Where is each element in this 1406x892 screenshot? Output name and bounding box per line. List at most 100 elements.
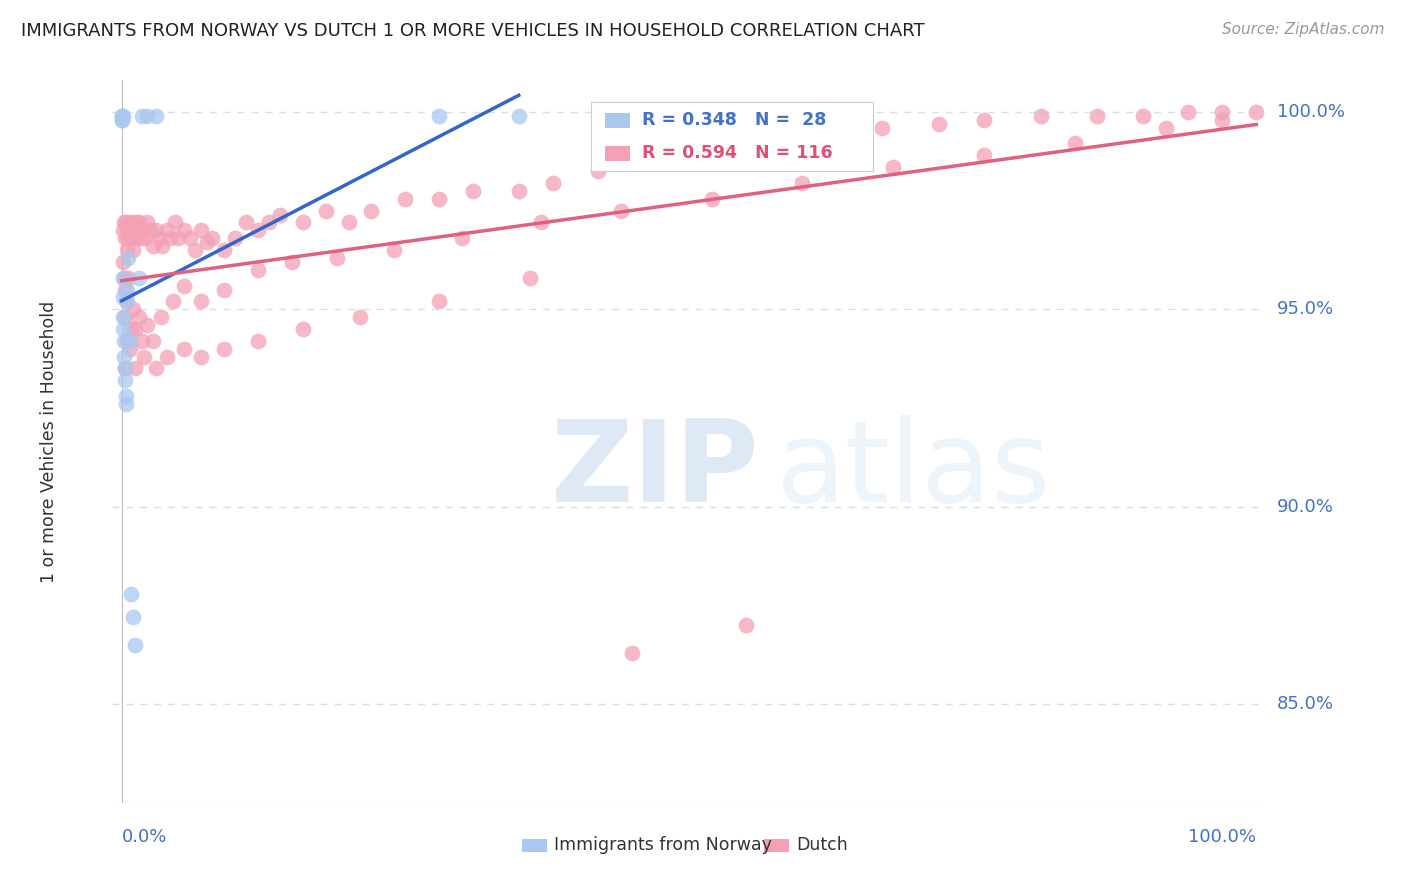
Point bbox=[190, 350, 212, 364]
Point bbox=[120, 215, 142, 229]
Point bbox=[112, 270, 135, 285]
Point bbox=[173, 278, 195, 293]
Point bbox=[111, 223, 134, 237]
Point bbox=[122, 243, 145, 257]
Point bbox=[120, 586, 142, 600]
Text: Dutch: Dutch bbox=[796, 837, 848, 855]
Point bbox=[111, 109, 134, 123]
Point bbox=[292, 322, 315, 336]
Point bbox=[111, 310, 134, 325]
Point bbox=[246, 334, 269, 348]
Point bbox=[124, 322, 146, 336]
Point bbox=[115, 243, 138, 257]
Point bbox=[114, 361, 136, 376]
Point bbox=[610, 203, 633, 218]
FancyBboxPatch shape bbox=[605, 146, 630, 161]
Point bbox=[111, 109, 134, 123]
Point bbox=[114, 310, 136, 325]
Point bbox=[451, 231, 474, 245]
Text: 0.0%: 0.0% bbox=[121, 828, 167, 846]
Point bbox=[111, 112, 134, 127]
Point bbox=[114, 361, 136, 376]
Text: ZIP: ZIP bbox=[551, 415, 759, 526]
Point bbox=[128, 215, 150, 229]
Point bbox=[633, 156, 655, 170]
Text: 85.0%: 85.0% bbox=[1277, 695, 1333, 713]
Point bbox=[530, 215, 553, 229]
Point bbox=[112, 322, 135, 336]
Point bbox=[162, 294, 184, 309]
Point bbox=[870, 120, 893, 135]
Text: IMMIGRANTS FROM NORWAY VS DUTCH 1 OR MORE VEHICLES IN HOUSEHOLD CORRELATION CHAR: IMMIGRANTS FROM NORWAY VS DUTCH 1 OR MOR… bbox=[21, 22, 925, 40]
Point bbox=[117, 270, 139, 285]
Point bbox=[928, 117, 950, 131]
FancyBboxPatch shape bbox=[522, 838, 547, 852]
Point bbox=[115, 215, 138, 229]
FancyBboxPatch shape bbox=[605, 113, 630, 128]
Point bbox=[124, 215, 146, 229]
Point bbox=[235, 215, 257, 229]
Point bbox=[1246, 104, 1268, 119]
Text: 1 or more Vehicles in Household: 1 or more Vehicles in Household bbox=[39, 301, 58, 582]
Point bbox=[131, 109, 153, 123]
Text: R = 0.594   N = 116: R = 0.594 N = 116 bbox=[641, 145, 832, 162]
Point bbox=[212, 243, 235, 257]
Point bbox=[114, 283, 136, 297]
Point bbox=[1063, 136, 1085, 151]
Point bbox=[190, 223, 212, 237]
Point bbox=[814, 128, 837, 143]
Point bbox=[134, 350, 156, 364]
Text: R = 0.348   N =  28: R = 0.348 N = 28 bbox=[641, 112, 827, 129]
Point bbox=[973, 112, 995, 127]
Text: atlas: atlas bbox=[776, 415, 1050, 526]
Point bbox=[349, 310, 371, 325]
Point bbox=[723, 140, 745, 154]
Point bbox=[122, 610, 145, 624]
Point bbox=[122, 302, 145, 317]
Point bbox=[427, 109, 450, 123]
Point bbox=[173, 342, 195, 356]
Point bbox=[118, 334, 141, 348]
Point bbox=[621, 646, 644, 660]
Point bbox=[112, 215, 135, 229]
Text: 100.0%: 100.0% bbox=[1277, 103, 1344, 120]
Point bbox=[190, 294, 212, 309]
Point bbox=[1087, 109, 1109, 123]
Point bbox=[427, 294, 450, 309]
Point bbox=[124, 361, 146, 376]
Point bbox=[1154, 120, 1177, 135]
Point bbox=[769, 136, 792, 151]
Point bbox=[150, 310, 173, 325]
Point bbox=[257, 215, 280, 229]
Point bbox=[135, 109, 157, 123]
Point bbox=[167, 231, 190, 245]
Point bbox=[117, 231, 139, 245]
Point bbox=[224, 231, 246, 245]
Text: 100.0%: 100.0% bbox=[1188, 828, 1257, 846]
Point bbox=[117, 251, 139, 265]
Point bbox=[519, 270, 541, 285]
Text: Immigrants from Norway: Immigrants from Norway bbox=[554, 837, 772, 855]
Point bbox=[131, 223, 153, 237]
Point bbox=[112, 334, 135, 348]
Point bbox=[1029, 109, 1052, 123]
Point bbox=[326, 251, 349, 265]
Point bbox=[973, 148, 995, 162]
Point bbox=[159, 231, 181, 245]
Point bbox=[135, 318, 157, 332]
Point bbox=[112, 350, 135, 364]
Point bbox=[128, 310, 150, 325]
Point bbox=[315, 203, 337, 218]
Point bbox=[1211, 104, 1233, 119]
Point bbox=[792, 176, 814, 190]
Point bbox=[115, 397, 138, 411]
Point bbox=[111, 112, 134, 127]
Point bbox=[114, 231, 136, 245]
Point bbox=[541, 176, 564, 190]
Point bbox=[1177, 104, 1199, 119]
Point bbox=[281, 255, 304, 269]
Point bbox=[125, 231, 148, 245]
Point bbox=[152, 239, 174, 253]
Point bbox=[139, 223, 162, 237]
Point bbox=[156, 223, 179, 237]
